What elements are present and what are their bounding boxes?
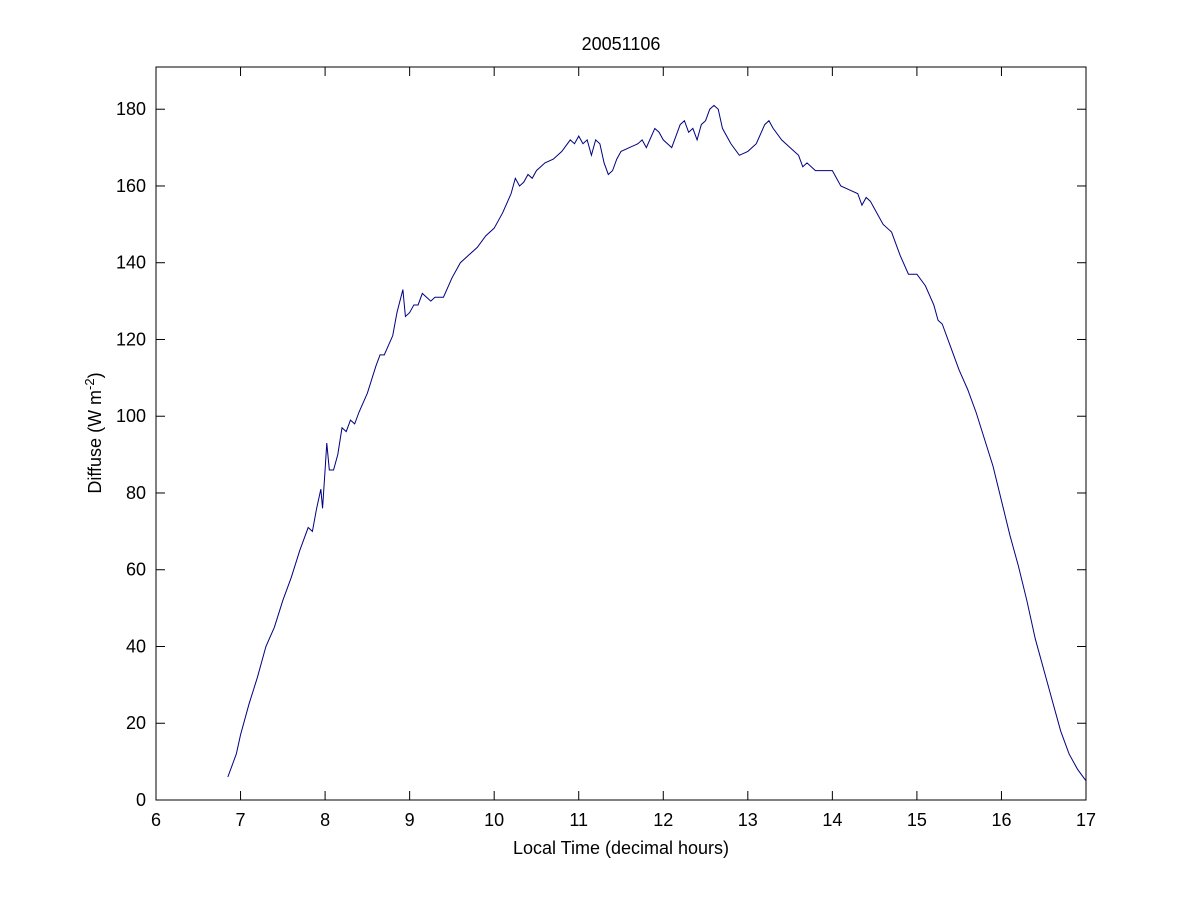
x-tick-label: 12 xyxy=(653,810,673,830)
y-label-sup: -2 xyxy=(82,378,97,390)
x-tick-label: 8 xyxy=(320,810,330,830)
axes-box xyxy=(155,66,1087,801)
data-line xyxy=(227,104,1087,782)
x-tick-label: 13 xyxy=(738,810,758,830)
x-tick-label: 9 xyxy=(405,810,415,830)
y-label-text: Diffuse (W m xyxy=(85,390,105,494)
y-tick-label: 40 xyxy=(126,636,146,656)
x-axis-label: Local Time (decimal hours) xyxy=(513,838,729,858)
y-axis-label: Diffuse (W m-2) xyxy=(82,372,105,493)
x-tick-label: 17 xyxy=(1076,810,1096,830)
chart-title: 20051106 xyxy=(582,34,661,54)
y-label-tail: ) xyxy=(85,372,105,378)
x-tick-label: 16 xyxy=(991,810,1011,830)
x-tick-label: 7 xyxy=(236,810,246,830)
y-tick-label: 140 xyxy=(116,253,146,273)
x-tick-label: 11 xyxy=(569,810,588,830)
y-tick-label: 120 xyxy=(116,329,146,349)
x-tick-label: 6 xyxy=(151,810,161,830)
y-tick-label: 20 xyxy=(126,713,146,733)
y-tick-label: 100 xyxy=(116,406,146,426)
x-tick-label: 10 xyxy=(484,810,504,830)
y-tick-label: 60 xyxy=(126,560,146,580)
y-tick-label: 0 xyxy=(136,790,146,810)
x-tick-label: 15 xyxy=(907,810,927,830)
y-tick-label: 160 xyxy=(116,176,146,196)
y-tick-label: 180 xyxy=(116,99,146,119)
y-tick-label: 80 xyxy=(126,483,146,503)
x-tick-label: 14 xyxy=(822,810,842,830)
